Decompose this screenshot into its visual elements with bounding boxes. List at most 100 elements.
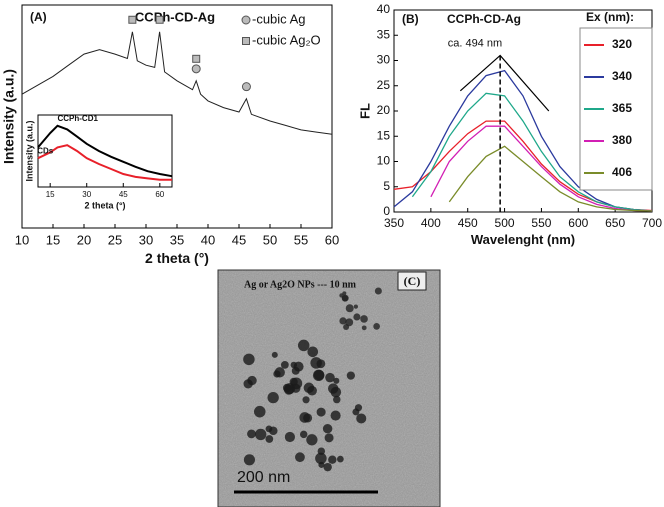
y-tick-label: 0 (383, 204, 390, 218)
phase-marker (128, 15, 137, 24)
particle (306, 434, 318, 446)
legend-title: Ex (nm): (586, 10, 634, 24)
particle (339, 317, 347, 325)
x-axis-label: 2 theta (°) (84, 201, 125, 211)
y-tick-label: 35 (377, 27, 391, 41)
particle (356, 413, 367, 424)
particle (302, 396, 310, 404)
y-tick-label: 30 (377, 53, 391, 67)
legend-label: -cubic Ag₂O (252, 32, 321, 47)
envelope (459, 54, 550, 112)
series-line (37, 144, 172, 181)
particle (373, 323, 380, 330)
particle (328, 455, 337, 464)
x-tick-label: 550 (531, 216, 551, 230)
image-frame (217, 269, 441, 507)
legend-label: 365 (612, 101, 632, 115)
scale-bar-label: 200 nm (237, 469, 290, 486)
x-tick-label: 45 (232, 232, 246, 247)
particle (333, 395, 341, 404)
particle (284, 431, 296, 443)
y-axis-label: FL (357, 103, 372, 119)
series-line (411, 92, 653, 212)
x-tick-label: 450 (458, 216, 478, 230)
particle (374, 287, 382, 295)
phase-marker (191, 64, 201, 74)
particle (353, 313, 361, 321)
particle (315, 452, 327, 465)
particle (310, 357, 322, 369)
panel-label: (A) (30, 10, 47, 24)
y-tick-label: 40 (377, 2, 391, 16)
y-tick-label: 5 (383, 179, 390, 193)
x-tick-label: 60 (325, 232, 339, 247)
label-box (397, 271, 427, 291)
particle (342, 291, 347, 296)
x-tick-label: 15 (46, 190, 55, 199)
phase-marker (242, 37, 250, 45)
annotation: ca. 494 nm (448, 37, 502, 49)
particle (303, 413, 313, 423)
phase-marker (241, 15, 251, 25)
series-label: CDs (37, 146, 54, 155)
series-line (393, 69, 653, 212)
nanoparticles (243, 287, 382, 472)
particle (247, 429, 256, 439)
particle (316, 407, 326, 417)
caption: Ag or Ag2O NPs --- 10 nm (244, 279, 357, 290)
x-tick-label: 10 (15, 232, 29, 247)
particle (253, 405, 266, 418)
particle (346, 371, 355, 380)
particle (291, 383, 301, 393)
particle (271, 351, 278, 358)
particle (333, 377, 340, 384)
y-tick-label: 10 (377, 154, 391, 168)
x-tick-label: 55 (294, 232, 308, 247)
particle (353, 304, 358, 309)
particle (280, 360, 289, 369)
x-tick-label: 35 (170, 232, 184, 247)
particle (293, 361, 304, 372)
series-line (430, 125, 653, 212)
phase-marker (241, 82, 251, 92)
x-tick-label: 400 (421, 216, 441, 230)
x-tick-label: 40 (201, 232, 215, 247)
particle (361, 325, 367, 331)
particle (265, 435, 274, 443)
tem-image: (C) Ag or Ag2O NPs --- 10 nm 200 nm (217, 269, 441, 507)
particle (354, 404, 363, 412)
x-tick-label: 500 (495, 216, 515, 230)
x-tick-label: 20 (77, 232, 91, 247)
y-tick-label: 25 (377, 78, 391, 92)
series-line (37, 124, 173, 178)
particle (268, 426, 278, 436)
particle (243, 353, 255, 366)
x-tick-label: 60 (155, 190, 164, 199)
particle (360, 315, 368, 323)
particle (267, 391, 279, 404)
particle (345, 304, 354, 313)
x-tick-label: 25 (108, 232, 122, 247)
x-tick-label: 600 (568, 216, 588, 230)
particle (307, 385, 317, 396)
y-tick-label: 15 (377, 128, 391, 142)
particle (300, 430, 308, 439)
particle (243, 379, 253, 389)
particle (313, 369, 325, 381)
x-axis-label: Wavelenght (nm) (471, 232, 575, 247)
particle (255, 428, 267, 441)
series-label: CCPh-CD1 (57, 114, 98, 123)
series-line (21, 31, 333, 135)
particle (337, 455, 344, 463)
particle (324, 433, 334, 443)
particle (323, 462, 332, 472)
chart-title: CCPh-CD-Ag (447, 12, 521, 26)
x-axis-label: 2 theta (°) (145, 250, 209, 266)
particle (343, 324, 350, 331)
x-tick-label: 650 (605, 216, 625, 230)
particle (297, 339, 310, 352)
legend-label: 380 (612, 133, 632, 147)
y-tick-label: 20 (377, 103, 391, 117)
